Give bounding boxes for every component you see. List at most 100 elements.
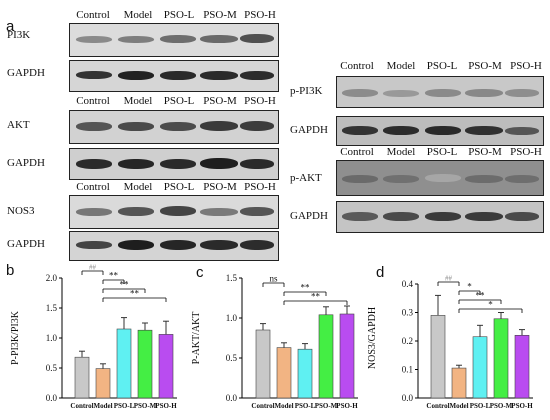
y-tick-label: 0.4 (402, 279, 414, 289)
bar (74, 356, 90, 399)
lane-label: Control (76, 181, 110, 193)
bar (137, 329, 153, 399)
blot-pi3k (69, 23, 279, 57)
x-tick-label: PSO-L (470, 402, 491, 410)
panel-label-c: c (196, 264, 204, 281)
lane-label: PSO-L (426, 146, 458, 158)
x-tick-label: PSO-L (295, 402, 316, 410)
x-tick-label: Control (251, 402, 274, 410)
bar (297, 348, 313, 399)
lane-labels-2: Control Model PSO-L PSO-M PSO-H (69, 95, 279, 107)
blot-gapdh (69, 148, 279, 180)
significance-label: ** (311, 292, 321, 302)
blot-label-pi3k: PI3K (7, 29, 31, 41)
y-tick-label: 2.0 (46, 273, 58, 283)
lane-labels-4: Control Model PSO-L PSO-M PSO-H (333, 60, 545, 72)
lane-label: PSO-H (244, 9, 276, 21)
y-tick-label: 1.0 (226, 313, 238, 323)
lane-label: Model (123, 181, 153, 193)
significance-label: * (467, 282, 472, 292)
lane-label: PSO-M (203, 9, 237, 21)
x-tick-label: PSO-M (134, 402, 157, 410)
lane-label: Control (76, 9, 110, 21)
blot-nos3 (69, 195, 279, 229)
bar (158, 334, 174, 399)
lane-label: PSO-M (203, 95, 237, 107)
bar (430, 315, 446, 399)
bar (255, 329, 271, 399)
lane-label: PSO-L (163, 181, 195, 193)
blot-gapdh (69, 60, 279, 92)
x-tick-label: PSO-M (490, 402, 513, 410)
lane-label: Model (123, 95, 153, 107)
lane-label: Control (340, 146, 374, 158)
y-tick-label: 0.2 (402, 336, 413, 346)
lane-label: PSO-M (468, 146, 502, 158)
bar (318, 314, 334, 399)
bar (472, 336, 488, 399)
blot-label-gapdh: GAPDH (7, 238, 45, 250)
blot-label-akt: AKT (7, 119, 30, 131)
lane-label: Model (123, 9, 153, 21)
x-tick-label: PSO-L (114, 402, 135, 410)
lane-labels-1: Control Model PSO-L PSO-M PSO-H (69, 9, 279, 21)
blot-p-akt (336, 160, 544, 196)
blot-gapdh (69, 231, 279, 261)
x-tick-label: PSO-H (336, 402, 358, 410)
significance-label: ** (301, 283, 311, 293)
bar (95, 368, 111, 399)
bar (514, 334, 530, 399)
y-tick-label: 1.5 (46, 303, 58, 313)
blot-label-p-pi3k: p-PI3K (290, 85, 323, 97)
panel-label-d: d (376, 264, 385, 281)
x-tick-label: PSO-H (511, 402, 533, 410)
lane-labels-3: Control Model PSO-L PSO-M PSO-H (69, 181, 279, 193)
blot-label-nos3: NOS3 (7, 205, 35, 217)
y-tick-label: 0.5 (226, 353, 238, 363)
y-tick-label: 0.0 (226, 393, 238, 403)
x-tick-label: Control (426, 402, 449, 410)
lane-labels-5: Control Model PSO-L PSO-M PSO-H (333, 146, 545, 158)
lane-label: PSO-H (244, 181, 276, 193)
y-tick-label: 0.0 (46, 393, 58, 403)
x-tick-label: PSO-M (315, 402, 338, 410)
bar (493, 318, 509, 399)
bar (339, 313, 355, 399)
y-axis-label: NOS3/GAPDH (367, 307, 378, 369)
y-tick-label: 0.1 (402, 365, 413, 375)
x-tick-label: Model (93, 402, 112, 410)
blot-akt (69, 110, 279, 144)
x-tick-label: Model (449, 402, 468, 410)
lane-label: Model (386, 60, 416, 72)
significance-label: * (488, 300, 493, 310)
significance-label: ## (89, 264, 97, 272)
y-tick-label: 0.5 (46, 363, 58, 373)
blot-label-gapdh: GAPDH (290, 124, 328, 136)
y-tick-label: 0.0 (402, 393, 414, 403)
significance-label: ** (120, 280, 130, 290)
lane-label: PSO-L (163, 9, 195, 21)
bar (116, 328, 132, 399)
lane-label: PSO-H (244, 95, 276, 107)
y-tick-label: 1.0 (46, 333, 58, 343)
x-tick-label: Control (70, 402, 93, 410)
panel-label-b: b (6, 262, 15, 279)
bar (451, 367, 467, 399)
blot-label-gapdh: GAPDH (7, 67, 45, 79)
lane-label: PSO-H (510, 60, 542, 72)
lane-label: PSO-L (426, 60, 458, 72)
blot-gapdh (336, 116, 544, 146)
lane-label: PSO-L (163, 95, 195, 107)
lane-label: Control (340, 60, 374, 72)
blot-label-gapdh: GAPDH (290, 210, 328, 222)
significance-label: ns (269, 274, 278, 284)
x-tick-label: PSO-H (155, 402, 177, 410)
bar (276, 347, 292, 399)
lane-label: Control (76, 95, 110, 107)
lane-label: PSO-H (510, 146, 542, 158)
significance-label: ## (445, 275, 453, 283)
y-axis-label: P-AKT/AKT (191, 312, 202, 365)
y-tick-label: 1.5 (226, 273, 238, 283)
significance-label: ** (130, 289, 140, 299)
y-axis-label: P-PI3K/PI3K (10, 310, 21, 365)
